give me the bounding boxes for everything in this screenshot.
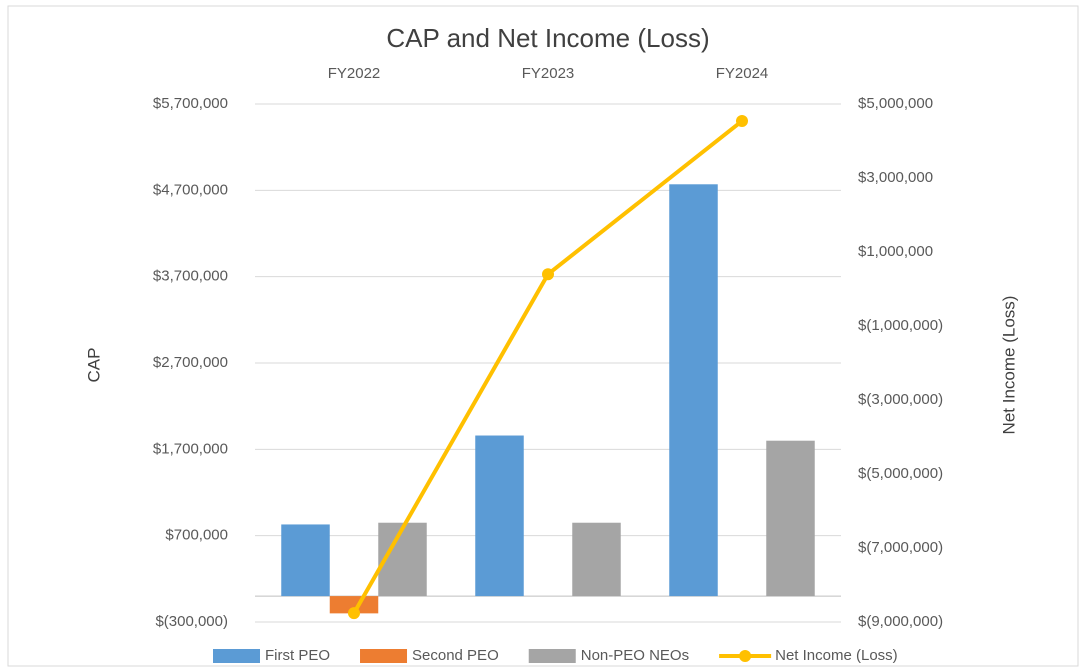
y-tick-label: $(300,000)	[155, 613, 228, 630]
legend-label: Second PEO	[412, 647, 499, 664]
legend-swatch-dot	[739, 650, 752, 662]
y2-tick-label: $5,000,000	[858, 95, 933, 112]
y-tick-label: $4,700,000	[153, 181, 228, 198]
legend-label: Net Income (Loss)	[775, 647, 898, 664]
bar	[329, 596, 379, 614]
y-tick-label: $700,000	[165, 527, 228, 544]
line-point	[542, 268, 554, 281]
chart-title: CAP and Net Income (Loss)	[386, 23, 709, 53]
y-axis-title: CAP	[84, 348, 103, 383]
y-tick-label: $5,700,000	[153, 95, 228, 112]
legend-label: Non-PEO NEOs	[581, 647, 689, 664]
y-tick-label: $3,700,000	[153, 268, 228, 285]
y2-tick-label: $1,000,000	[858, 243, 933, 260]
y-tick-label: $1,700,000	[153, 440, 228, 457]
y2-tick-label: $(1,000,000)	[858, 317, 943, 334]
chart-border	[7, 5, 1079, 667]
legend-swatch	[528, 649, 576, 663]
bar	[475, 435, 524, 597]
x-tick-label: FY2022	[328, 65, 381, 82]
y2-tick-label: $(5,000,000)	[858, 465, 943, 482]
y2-tick-label: $(3,000,000)	[858, 391, 943, 408]
legend-swatch	[360, 649, 408, 663]
x-tick-label: FY2024	[716, 65, 769, 82]
legend-label: First PEO	[265, 647, 330, 664]
line-point	[348, 607, 360, 620]
y2-axis-title: Net Income (Loss)	[999, 296, 1018, 435]
y-tick-label: $2,700,000	[153, 354, 228, 371]
y2-tick-label: $3,000,000	[858, 169, 933, 186]
bar	[281, 524, 330, 597]
bar	[669, 184, 718, 597]
line-point	[736, 115, 748, 128]
y2-tick-label: $(9,000,000)	[858, 613, 943, 630]
legend-swatch	[213, 649, 260, 663]
bar	[572, 522, 621, 597]
bar	[766, 440, 815, 597]
y2-tick-label: $(7,000,000)	[858, 539, 943, 556]
x-tick-label: FY2023	[522, 65, 575, 82]
